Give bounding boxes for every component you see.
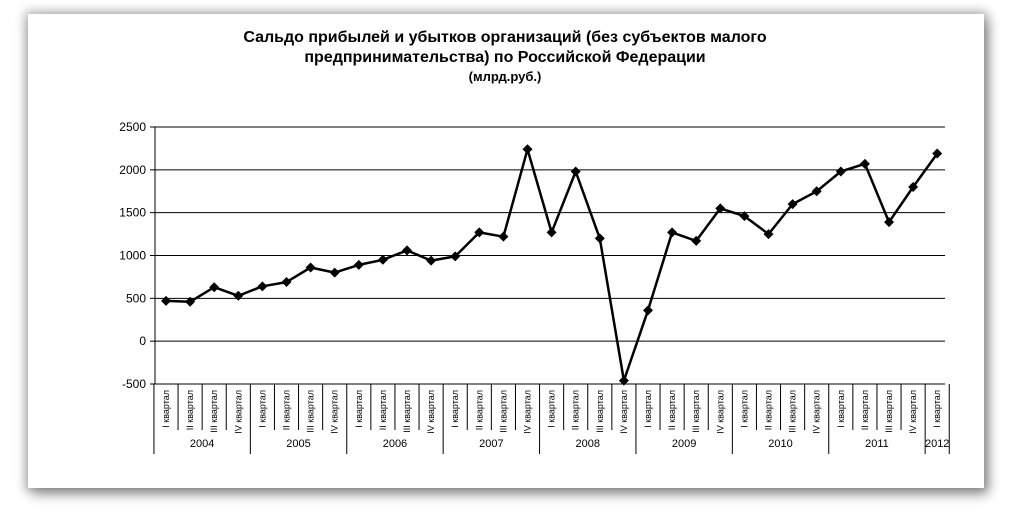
y-tick-label: 2500 — [119, 120, 146, 134]
quarter-label: II квартал — [378, 390, 388, 430]
data-point — [185, 296, 196, 307]
year-label: 2012 — [925, 438, 949, 450]
data-point — [739, 211, 750, 222]
quarter-label: III квартал — [788, 390, 798, 433]
y-tick-label: 500 — [126, 291, 146, 305]
data-point — [353, 259, 364, 270]
y-tick-label: 1000 — [119, 249, 146, 263]
quarter-label: I квартал — [354, 390, 364, 428]
year-label: 2009 — [672, 438, 696, 450]
chart-title-block: Сальдо прибылей и убытков организаций (б… — [0, 28, 1010, 86]
series-line — [165, 148, 939, 382]
quarter-label: II квартал — [474, 390, 484, 430]
year-label: 2006 — [383, 438, 407, 450]
data-point — [594, 233, 605, 244]
quarter-label: IV квартал — [233, 390, 243, 434]
data-point — [402, 245, 412, 256]
data-point — [932, 148, 943, 159]
data-point — [498, 231, 509, 242]
quarter-label: IV квартал — [812, 390, 822, 434]
quarter-label: I квартал — [932, 390, 942, 428]
quarter-label: III квартал — [595, 390, 605, 433]
data-point — [618, 375, 629, 386]
data-point — [233, 290, 244, 301]
data-point — [884, 217, 894, 228]
data-point — [546, 227, 557, 238]
year-label: 2007 — [479, 438, 503, 450]
data-point — [377, 254, 388, 265]
data-point — [474, 227, 485, 238]
quarter-label: II квартал — [185, 390, 195, 430]
data-point — [643, 305, 653, 316]
data-point — [522, 144, 533, 155]
year-label: 2004 — [190, 438, 214, 450]
year-label: 2011 — [865, 438, 889, 450]
quarter-label: IV квартал — [426, 390, 436, 434]
quarter-label: IV квартал — [908, 390, 918, 434]
quarter-label: II квартал — [764, 390, 774, 430]
quarter-label: I квартал — [257, 390, 267, 428]
y-tick-label: 0 — [139, 334, 146, 348]
quarter-label: IV квартал — [619, 390, 629, 434]
year-label: 2010 — [768, 438, 792, 450]
data-point — [209, 282, 220, 293]
data-point — [257, 281, 268, 292]
data-point — [908, 181, 919, 192]
y-tick-label: 2000 — [119, 163, 146, 177]
data-point — [691, 235, 702, 246]
quarter-label: III квартал — [209, 390, 219, 433]
quarter-label: II квартал — [571, 390, 581, 430]
data-point — [281, 277, 292, 288]
year-label: 2005 — [286, 438, 310, 450]
data-point — [570, 166, 581, 177]
quarter-label: I квартал — [161, 390, 171, 428]
data-point — [715, 203, 726, 214]
chart-subtitle: (млрд.руб.) — [468, 69, 542, 84]
quarter-label: I квартал — [643, 390, 653, 428]
quarter-label: III квартал — [306, 390, 316, 433]
data-point — [305, 262, 316, 273]
quarter-label: III квартал — [402, 390, 412, 433]
quarter-label: I квартал — [450, 390, 460, 428]
data-point — [161, 295, 171, 306]
data-point — [835, 166, 846, 177]
quarter-label: I квартал — [739, 390, 749, 428]
quarter-label: II квартал — [667, 390, 677, 430]
quarter-label: II квартал — [282, 390, 292, 430]
data-point — [763, 229, 774, 240]
quarter-label: I квартал — [547, 390, 557, 428]
year-label: 2008 — [576, 438, 600, 450]
quarter-label: IV квартал — [715, 390, 725, 434]
y-tick-label: -500 — [122, 377, 146, 391]
quarter-label: II квартал — [860, 390, 870, 430]
data-point — [667, 227, 678, 238]
y-tick-label: 1500 — [119, 206, 146, 220]
data-point — [811, 186, 822, 197]
quarter-label: IV квартал — [330, 390, 340, 434]
quarter-label: III квартал — [691, 390, 701, 433]
quarter-label: III квартал — [884, 390, 894, 433]
data-point — [426, 255, 437, 266]
chart-frame — [28, 14, 984, 488]
quarter-label: I квартал — [836, 390, 846, 428]
data-point — [450, 251, 461, 262]
quarter-label: IV квартал — [523, 390, 533, 434]
quarter-label: III квартал — [498, 390, 508, 433]
data-point — [787, 199, 798, 210]
chart-title: Сальдо прибылей и убытков организаций (б… — [243, 29, 767, 66]
data-point — [859, 158, 870, 169]
data-point — [329, 267, 340, 278]
